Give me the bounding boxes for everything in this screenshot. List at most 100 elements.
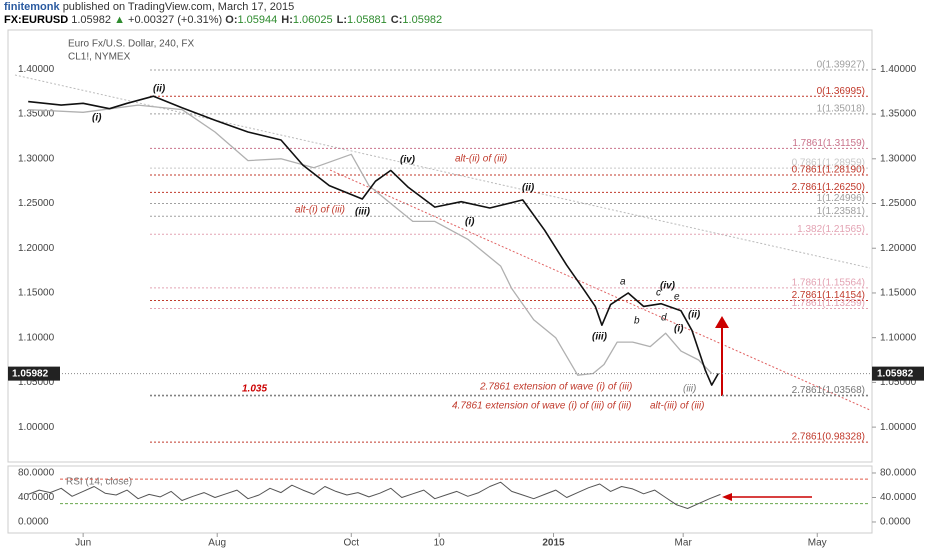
rsi-panel (7, 465, 873, 534)
arrow-head (715, 316, 729, 328)
fib-label: 1(1.23581) (817, 206, 865, 217)
rsi-title: RSI (14, close) (66, 477, 132, 488)
x-tick-label: Jun (75, 538, 91, 549)
x-tick-label: 10 (434, 538, 446, 549)
ohlc-label: C: (390, 14, 403, 26)
y-tick-label: 1.30000 (880, 153, 917, 164)
y-tick-label: 1.25000 (880, 198, 917, 209)
price-box (872, 366, 924, 381)
y-tick-label: 1.05000 (18, 377, 55, 388)
ohlc-value: 1.05881 (347, 14, 387, 26)
fib-label: 1.7861(1.13259) (792, 298, 865, 309)
fib-label: 2.7861(1.03568) (792, 385, 865, 396)
y-tick-label: 0.0000 (880, 517, 911, 528)
y-tick-label: 80.0000 (880, 468, 917, 479)
y-tick-label: 1.20000 (880, 243, 917, 254)
y-tick-label: 1.10000 (880, 332, 917, 343)
wave-label: 2.7861 extension of wave (i) of (iii) (479, 382, 632, 393)
fib-label: 2.7861(1.26250) (792, 182, 865, 193)
wave-label: (iii) (592, 332, 608, 343)
fib-label: 2.7861(0.98328) (792, 432, 865, 443)
wave-label: d (661, 313, 667, 324)
fib-label: 0(1.36995) (817, 86, 865, 97)
fib-label: 1(1.35018) (817, 104, 865, 115)
y-tick-label: 1.00000 (18, 422, 55, 433)
wave-label: 4.7861 extension of wave (i) of (iii) of… (452, 401, 632, 412)
published: published on TradingView.com, March 17, … (62, 1, 295, 13)
y-tick-label: 40.0000 (18, 492, 55, 503)
y-tick-label: 1.35000 (18, 109, 55, 120)
x-tick-label: Mar (675, 538, 693, 549)
wave-label: (i) (674, 324, 684, 335)
wave-label: alt-(iii) of (iii) (650, 401, 704, 412)
fib-label: 1.382(1.21565) (797, 224, 865, 235)
fib-label: 0(1.39927) (817, 60, 865, 71)
price-line (28, 95, 719, 386)
target-label: 1.035 (242, 383, 267, 394)
chart-subtitle: CL1!, NYMEX (68, 52, 131, 63)
fib-label: 2.7861(1.14154) (792, 290, 865, 301)
arrow: ▲ (114, 14, 125, 26)
wave-label: c (656, 288, 661, 299)
main-panel (7, 29, 873, 463)
y-tick-label: 80.0000 (18, 468, 55, 479)
wave-label: (iii) (683, 384, 696, 395)
price-box (8, 366, 60, 381)
wave-label: (iv) (660, 281, 676, 292)
ohlc-value: 1.06025 (292, 14, 333, 26)
y-tick-label: 1.40000 (880, 64, 917, 75)
y-tick-label: 1.35000 (880, 109, 917, 120)
fib-label: 0.7861(1.28959) (792, 158, 865, 169)
trendline (14, 74, 871, 269)
header: finitemonk published on TradingView.com,… (4, 1, 446, 27)
x-tick-label: Aug (208, 538, 226, 549)
x-tick-label: 2015 (542, 538, 565, 549)
y-tick-label: 1.20000 (18, 243, 55, 254)
symbol: FX:EURUSD (4, 14, 69, 26)
change: +0.00327 (+0.31%) (128, 14, 223, 26)
arrow-head (722, 493, 732, 501)
ohlc-label: O: (225, 14, 238, 26)
price-line (28, 104, 713, 376)
wave-label: (ii) (688, 310, 701, 321)
ohlc-label: L: (336, 14, 348, 26)
wave-label: a (620, 277, 626, 288)
y-tick-label: 1.15000 (18, 288, 55, 299)
trendline (329, 169, 871, 411)
wave-label: (iii) (355, 207, 371, 218)
chart-title: Euro Fx/U.S. Dollar, 240, FX (68, 39, 194, 50)
wave-label: (i) (92, 113, 102, 124)
x-tick-label: May (808, 538, 827, 549)
y-tick-label: 1.15000 (880, 288, 917, 299)
y-tick-label: 1.10000 (18, 332, 55, 343)
wave-label: b (634, 316, 640, 327)
wave-label: (i) (465, 217, 475, 228)
fib-label: 0.7861(1.28190) (792, 165, 865, 176)
publish-line: finitemonk published on TradingView.com,… (4, 1, 446, 14)
wave-label: (ii) (153, 84, 166, 95)
fib-label: 1.7861(1.31159) (792, 138, 865, 149)
ticker-line: FX:EURUSD 1.05982 ▲ +0.00327 (+0.31%) O:… (4, 14, 446, 27)
wave-label: alt-(ii) of (iii) (455, 154, 507, 165)
y-tick-label: 1.30000 (18, 153, 55, 164)
current-price: 1.05982 (12, 368, 49, 379)
fib-label: 1(1.24996) (817, 193, 865, 204)
y-tick-label: 40.0000 (880, 492, 917, 503)
author[interactable]: finitemonk (4, 1, 60, 13)
y-tick-label: 1.40000 (18, 64, 55, 75)
y-tick-label: 0.0000 (18, 517, 49, 528)
price: 1.05982 (71, 14, 111, 26)
ohlc-value: 1.05982 (402, 14, 443, 26)
y-tick-label: 1.25000 (18, 198, 55, 209)
y-tick-label: 1.00000 (880, 422, 917, 433)
wave-label: (iv) (400, 155, 416, 166)
price-line (28, 481, 721, 509)
fib-label: 1.7861(1.15564) (792, 278, 865, 289)
x-tick-label: Oct (344, 538, 360, 549)
ohlc-label: H: (281, 14, 293, 26)
wave-label: alt-(i) of (iii) (295, 205, 345, 216)
wave-label: (ii) (522, 183, 535, 194)
ohlc-value: 1.05944 (237, 14, 278, 26)
